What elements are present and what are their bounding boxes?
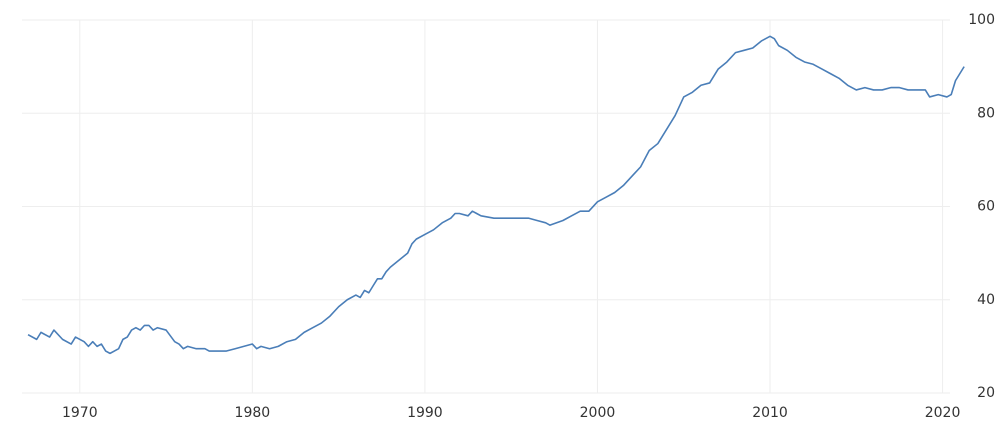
x-tick-label: 1990 xyxy=(407,405,443,421)
y-tick-label: 40 xyxy=(977,292,995,308)
y-tick-label: 20 xyxy=(977,385,995,401)
y-tick-label: 100 xyxy=(968,12,995,28)
x-tick-label: 1970 xyxy=(62,405,98,421)
line xyxy=(27,35,965,355)
x-tick-label: 1980 xyxy=(235,405,271,421)
x-tick-label: 2020 xyxy=(925,405,961,421)
x-tick-label: 2010 xyxy=(752,405,788,421)
x-tick-label: 2000 xyxy=(580,405,616,421)
y-tick-label: 60 xyxy=(977,199,995,215)
y-tick-label: 80 xyxy=(977,105,995,121)
